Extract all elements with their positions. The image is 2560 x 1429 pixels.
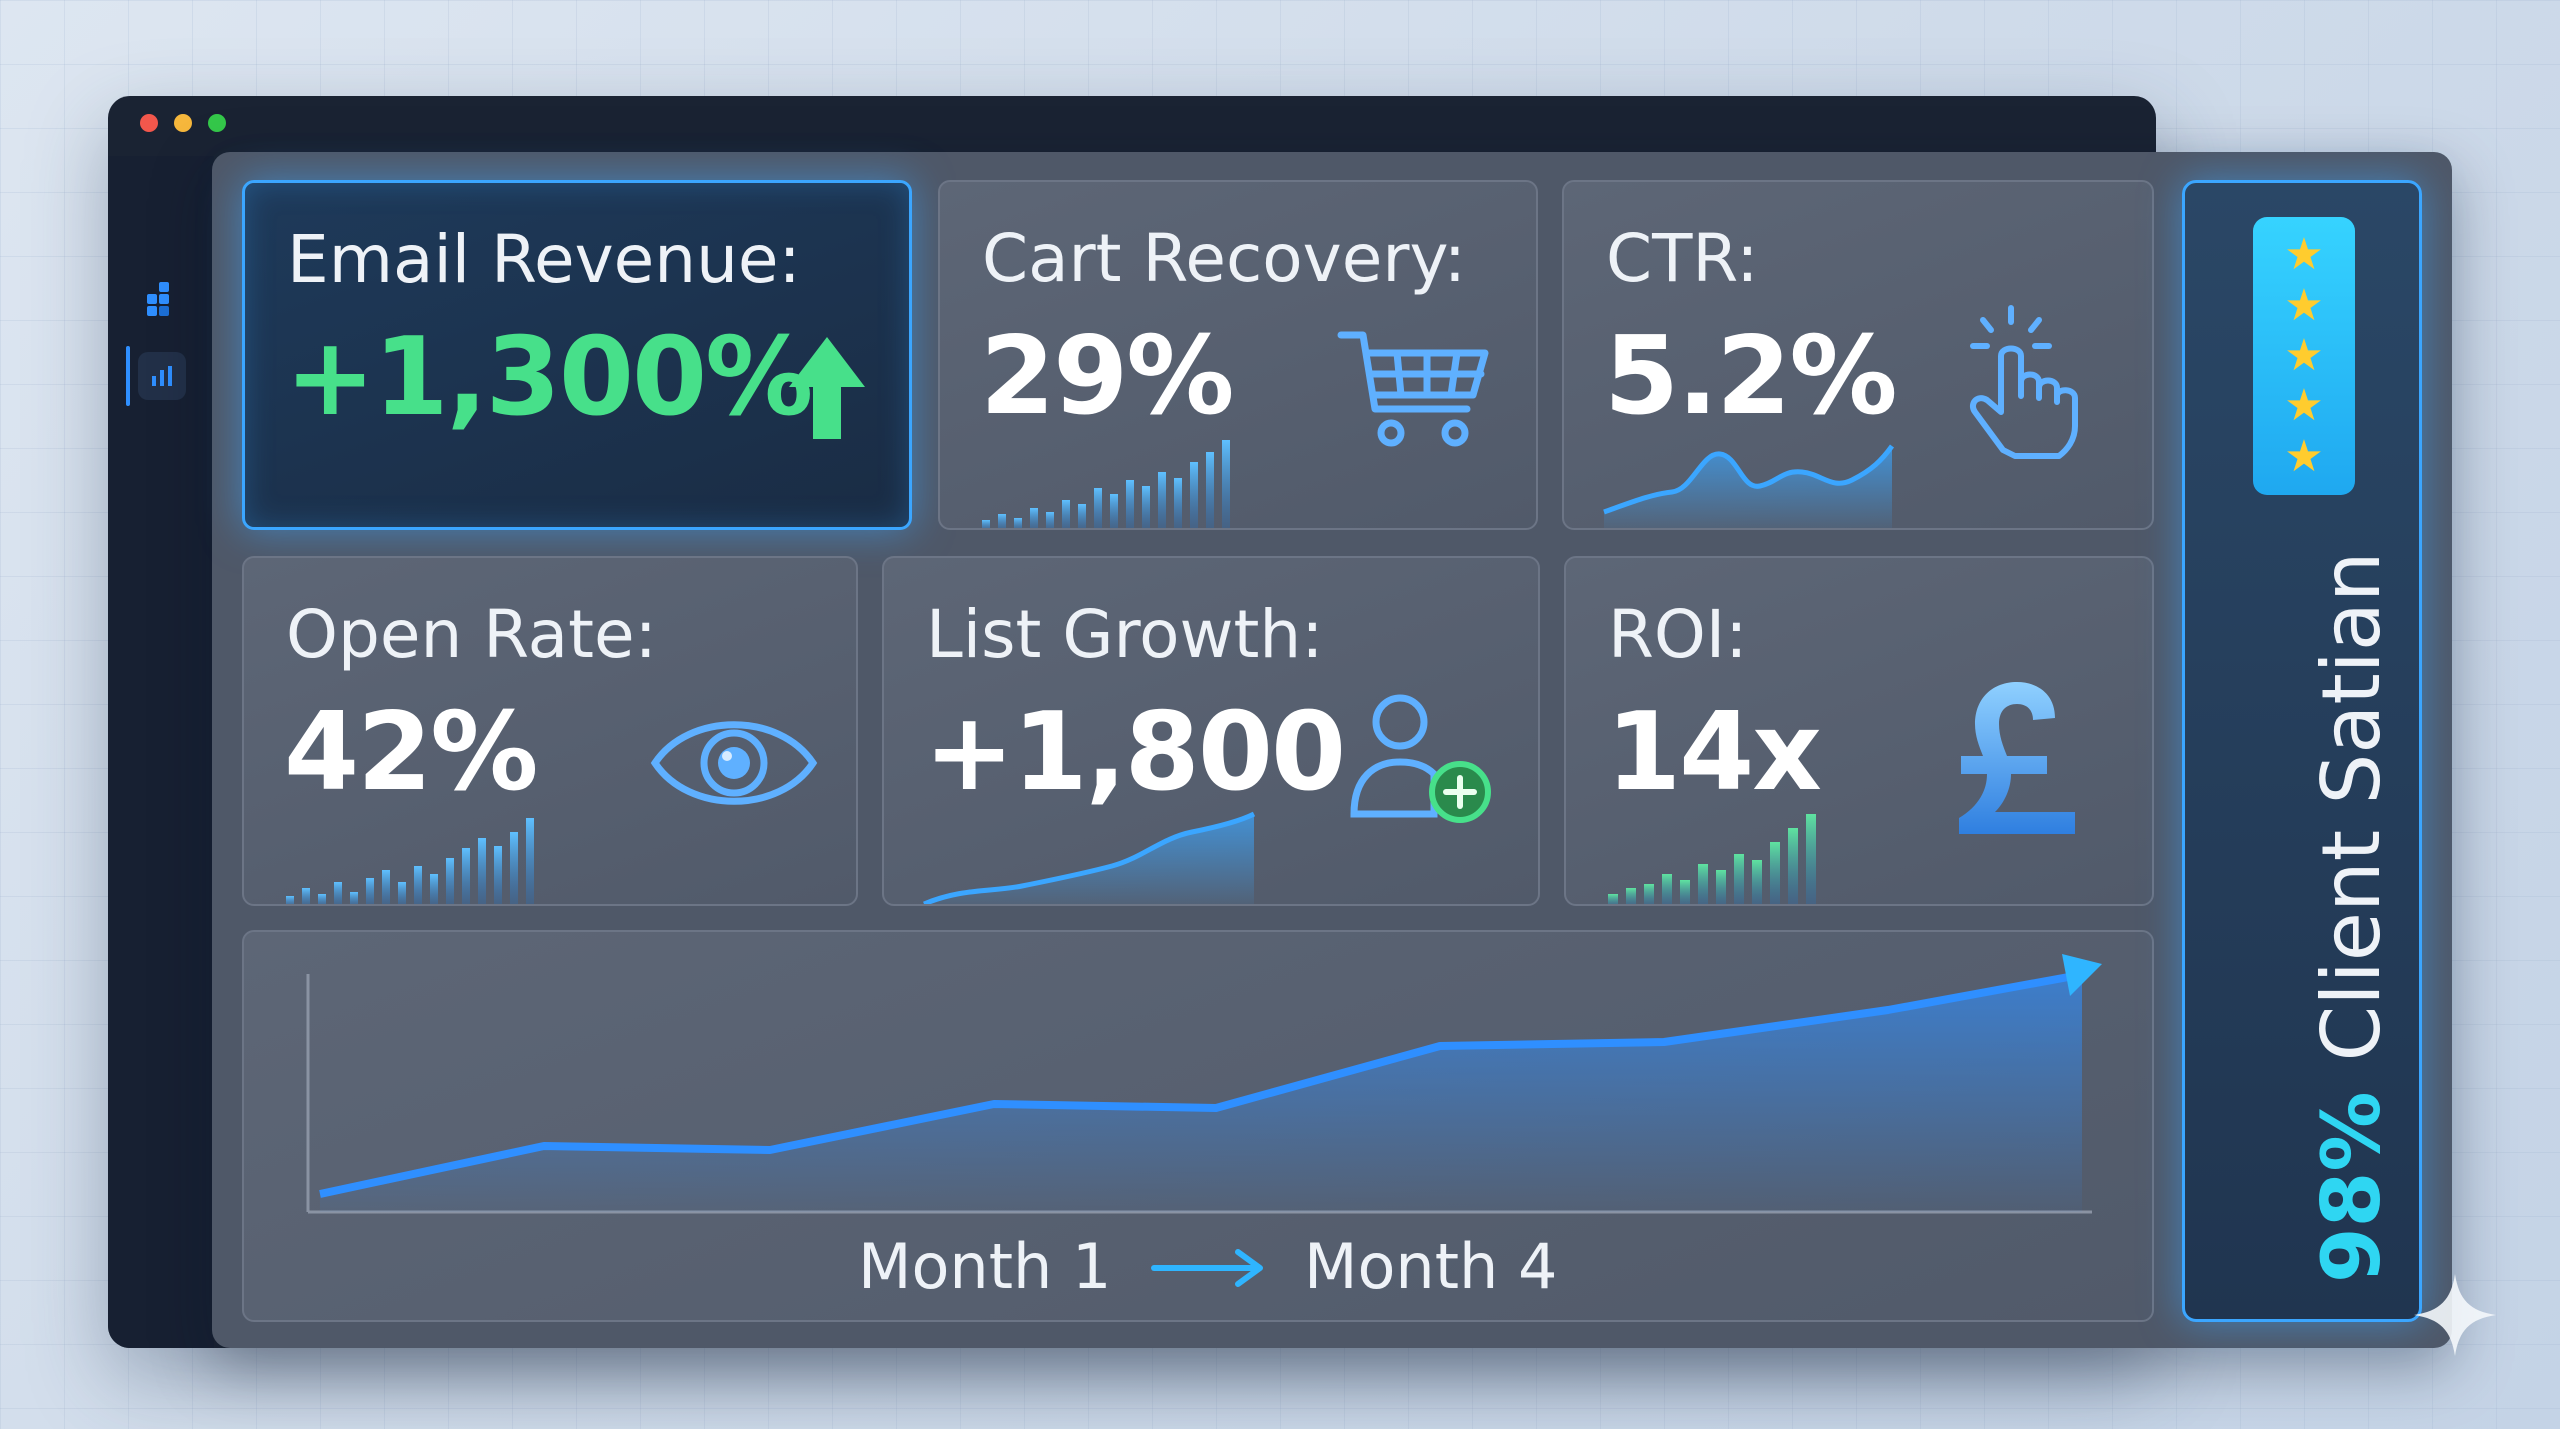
star-icon: ★ bbox=[2284, 229, 2324, 281]
sparkle-icon bbox=[2414, 1274, 2496, 1356]
star-icon: ★ bbox=[2284, 329, 2324, 381]
minimize-button[interactable] bbox=[174, 114, 192, 132]
month-end-label: Month 4 bbox=[1304, 1230, 1558, 1303]
star-icon: ★ bbox=[2284, 279, 2324, 331]
pointer-click-icon bbox=[1969, 305, 2078, 459]
pound-icon bbox=[1959, 682, 2075, 834]
roi-value: 14x bbox=[1606, 690, 1822, 815]
email-revenue-label: Email Revenue: bbox=[287, 221, 801, 298]
cart-recovery-label: Cart Recovery: bbox=[982, 220, 1466, 297]
arrow-up-icon bbox=[789, 337, 865, 439]
ctr-sparkline bbox=[1603, 444, 1895, 528]
ctr-value: 5.2% bbox=[1604, 314, 1898, 439]
list-growth-label: List Growth: bbox=[926, 596, 1324, 673]
open-rate-card[interactable]: Open Rate: 42% bbox=[242, 556, 858, 906]
ctr-card[interactable]: CTR: 5.2% bbox=[1562, 180, 2154, 530]
shopping-cart-icon bbox=[1337, 331, 1489, 447]
open-rate-value: 42% bbox=[284, 690, 539, 815]
cart-recovery-sparkbars bbox=[982, 440, 1230, 528]
client-satisfaction-panel[interactable]: ★ ★ ★ ★ ★ 98% Client Satian bbox=[2182, 180, 2422, 1322]
trend-line bbox=[319, 972, 2075, 1198]
trend-arrowhead bbox=[2062, 954, 2102, 996]
sidebar-active-indicator bbox=[126, 346, 130, 406]
sidebar bbox=[108, 156, 214, 1348]
open-rate-sparkbars bbox=[286, 818, 534, 904]
trend-area bbox=[320, 974, 2082, 1212]
satisfaction-label: Client Satian bbox=[2305, 551, 2398, 1062]
user-add-icon bbox=[1350, 694, 1491, 823]
roi-label: ROI: bbox=[1608, 596, 1748, 673]
maximize-button[interactable] bbox=[208, 114, 226, 132]
star-icon: ★ bbox=[2284, 430, 2324, 482]
cart-recovery-card[interactable]: Cart Recovery: 29% bbox=[938, 180, 1538, 530]
bar-chart-icon[interactable] bbox=[138, 352, 186, 400]
trend-chart-card[interactable]: Month 1 Month 4 bbox=[242, 930, 2154, 1322]
month-start-label: Month 1 bbox=[858, 1230, 1112, 1303]
roi-card[interactable]: ROI: 14x bbox=[1564, 556, 2154, 906]
list-growth-sparkline bbox=[923, 811, 1256, 904]
roi-sparkbars bbox=[1608, 814, 1816, 904]
satisfaction-text: 98% Client Satian bbox=[2305, 551, 2398, 1283]
close-button[interactable] bbox=[140, 114, 158, 132]
email-revenue-value: +1,300% bbox=[285, 315, 813, 440]
list-growth-value: +1,800 bbox=[924, 690, 1346, 815]
cart-recovery-value: 29% bbox=[980, 314, 1235, 439]
arrow-right-icon bbox=[1151, 1249, 1263, 1287]
satisfaction-percent: 98% bbox=[2305, 1091, 2398, 1283]
open-rate-label: Open Rate: bbox=[286, 596, 657, 673]
eye-icon bbox=[650, 721, 818, 805]
window-controls bbox=[140, 114, 226, 132]
logo-icon[interactable] bbox=[138, 276, 186, 324]
email-revenue-card[interactable]: Email Revenue: +1,300% bbox=[242, 180, 912, 530]
star-icon: ★ bbox=[2284, 380, 2324, 432]
ctr-label: CTR: bbox=[1606, 220, 1759, 297]
trend-chart bbox=[306, 954, 2102, 1214]
star-rating: ★ ★ ★ ★ ★ bbox=[2253, 217, 2355, 495]
list-growth-card[interactable]: List Growth: +1,800 bbox=[882, 556, 1540, 906]
